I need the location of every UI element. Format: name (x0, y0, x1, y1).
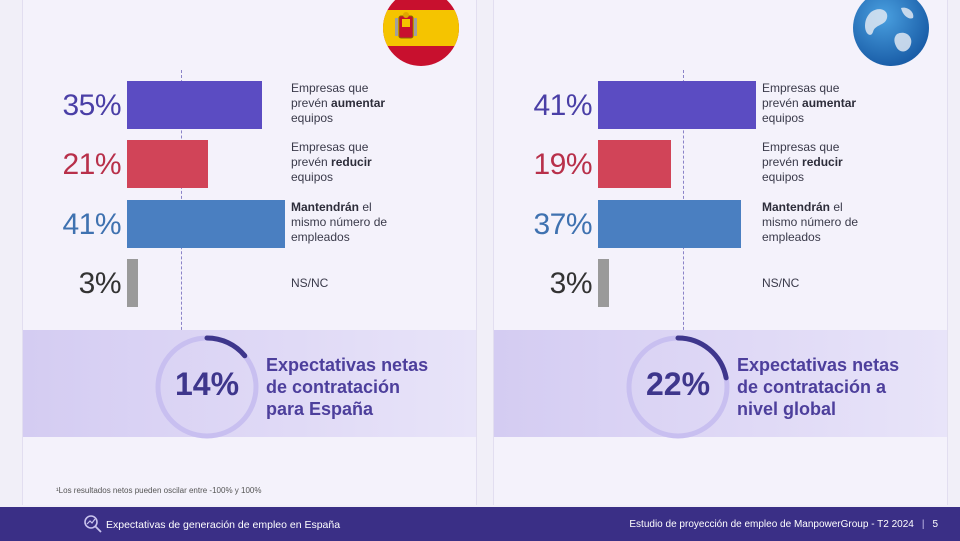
decrease-label: Empresas que prevén reducir equipos (762, 140, 843, 184)
net-gauge (626, 335, 730, 439)
increase-label: Empresas que prevén aumentar equipos (762, 81, 857, 125)
maintain-percent: 37% (533, 208, 592, 241)
increase-percent: 35% (62, 89, 121, 122)
net-expectation-band: 22% Expectativas netas de contratación a… (494, 330, 947, 439)
increase-bar (127, 81, 262, 129)
maintain-label: Mantendrán el mismo número de empleados (291, 200, 388, 244)
increase-percent: 41% (533, 89, 592, 122)
nsnc-bar (127, 259, 138, 307)
decrease-bar (598, 140, 672, 188)
net-gauge (155, 335, 259, 439)
nsnc-bar (598, 259, 609, 307)
net-expectation-band: 14% Expectativas netas de contratación p… (23, 330, 476, 439)
nsnc-label: NS/NC (762, 276, 800, 290)
increase-label: Empresas que prevén aumentar equipos (291, 81, 386, 125)
nsnc-percent: 3% (78, 267, 122, 300)
page-number: 5 (932, 519, 938, 530)
nsnc-percent: 3% (549, 267, 593, 300)
decrease-percent: 19% (533, 148, 592, 181)
gauge-fill-arc (675, 335, 729, 381)
global-panel: 41% Empresas que prevén aumentar equipos… (493, 0, 948, 505)
magnifier-chart-icon (84, 515, 102, 533)
footnote: ¹Los resultados netos pueden oscilar ent… (56, 486, 262, 495)
gauge-fill-arc (204, 335, 248, 359)
spain-flag-icon (383, 0, 459, 66)
globe-icon (853, 0, 929, 66)
net-value: 14% (174, 366, 240, 402)
footer-section-title: Expectativas de generación de empleo en … (106, 519, 341, 531)
maintain-bar (598, 200, 741, 248)
spain-panel: 35% Empresas que prevén aumentar equipos… (22, 0, 477, 505)
decrease-percent: 21% (62, 148, 121, 181)
increase-bar (598, 81, 756, 129)
decrease-label: Empresas que prevén reducir equipos (291, 140, 372, 184)
net-description: Expectativas netas de contratación para … (266, 355, 429, 419)
footer-study-info: Estudio de proyección de empleo de Manpo… (629, 519, 938, 530)
decrease-bar (127, 140, 208, 188)
maintain-label: Mantendrán el mismo número de empleados (762, 200, 859, 244)
maintain-bar (127, 200, 285, 248)
maintain-percent: 41% (62, 208, 121, 241)
nsnc-label: NS/NC (291, 276, 329, 290)
net-description: Expectativas netas de contratación a niv… (737, 355, 900, 419)
net-value: 22% (645, 366, 711, 402)
footer-bar: Expectativas de generación de empleo en … (0, 507, 960, 541)
